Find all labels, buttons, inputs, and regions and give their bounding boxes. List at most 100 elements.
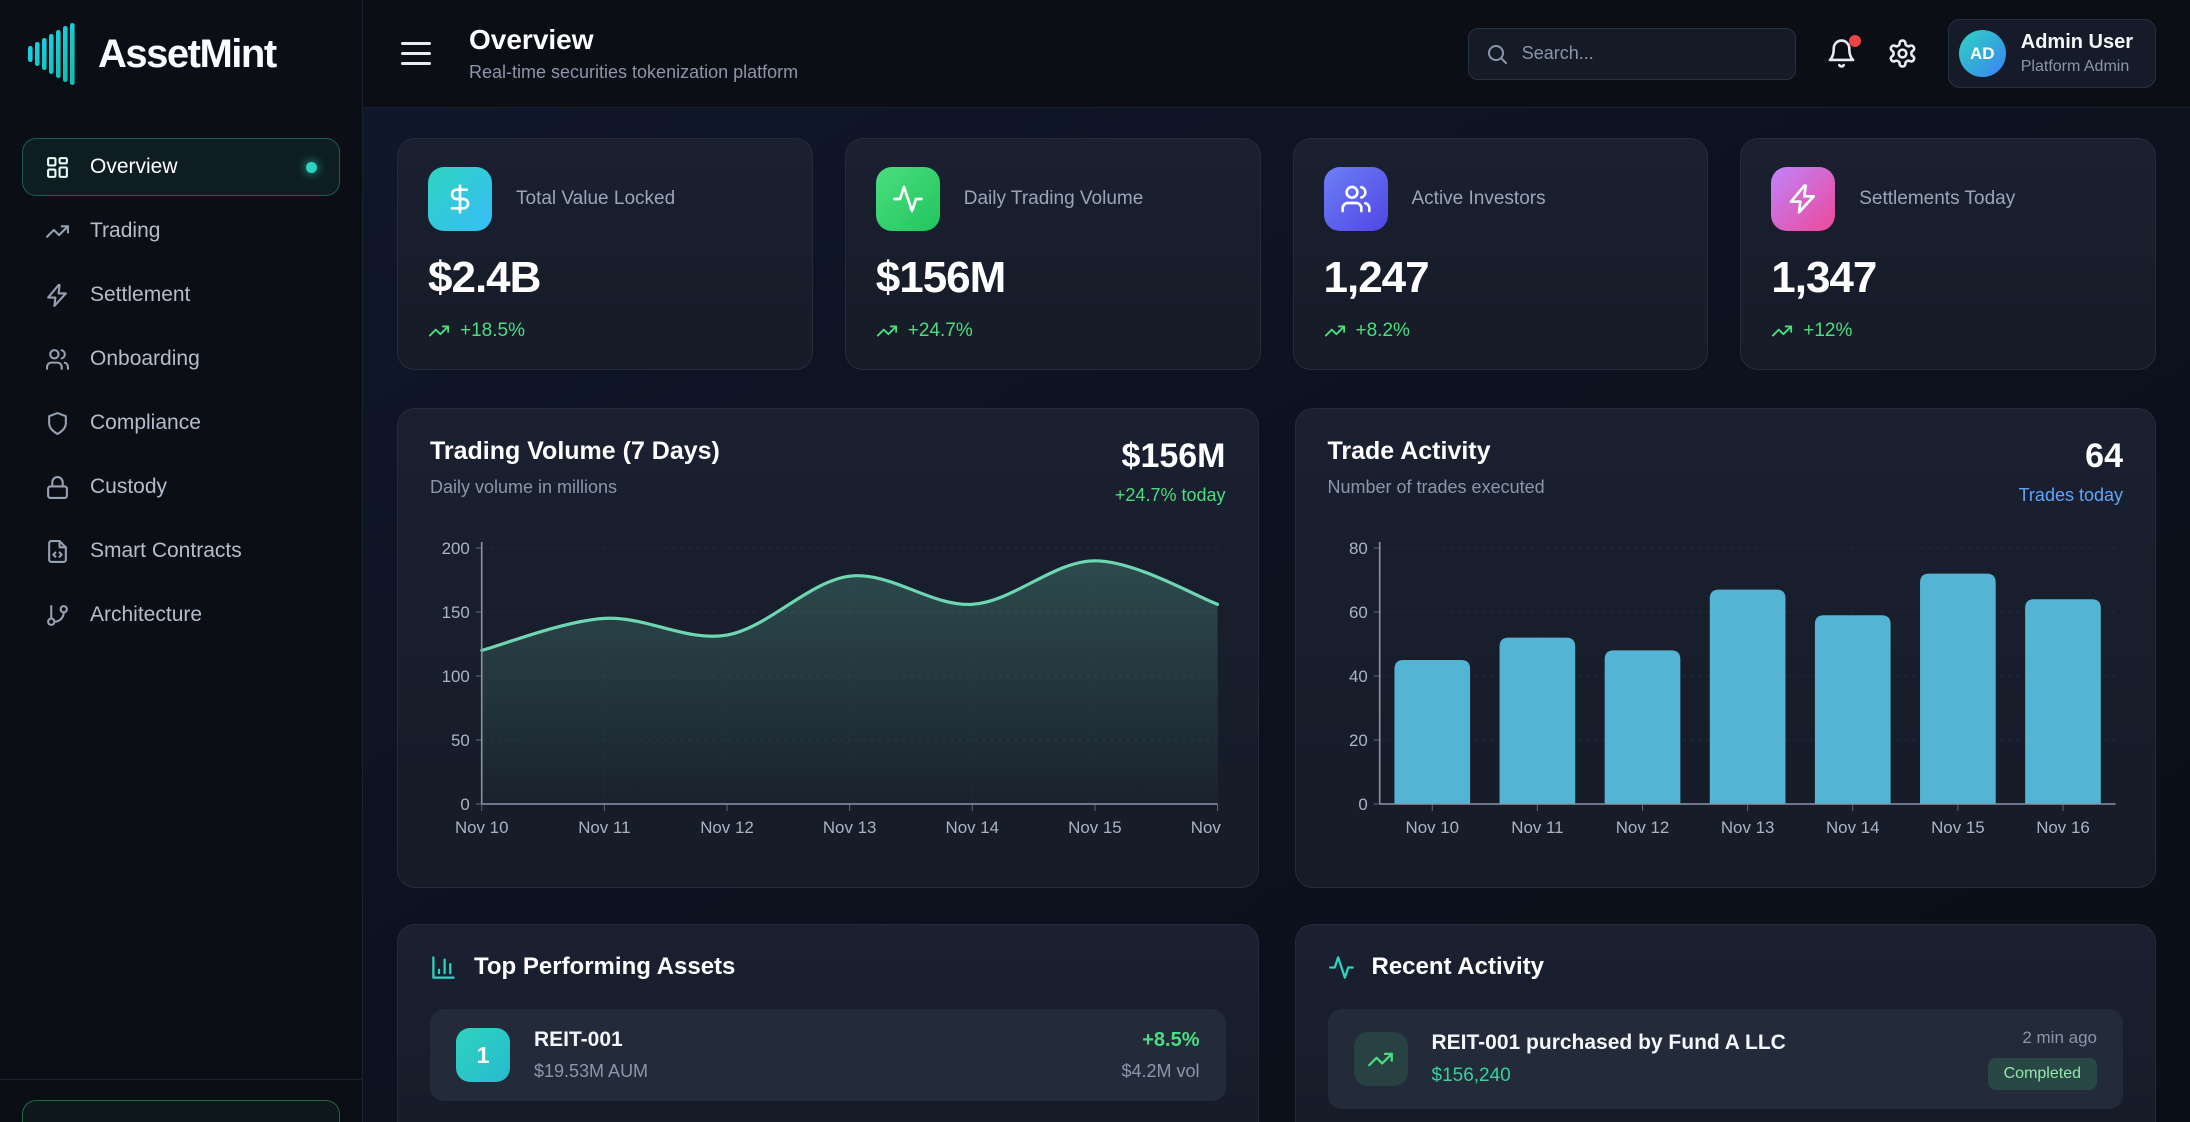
- notifications-button[interactable]: [1826, 35, 1861, 69]
- zap-icon: [47, 283, 67, 307]
- soundwave-logo-icon: [28, 23, 75, 85]
- page-subtitle: Real-time securities tokenization platfo…: [469, 62, 799, 82]
- stats-grid: Total Value Locked $2.4B +18.5%: [397, 138, 2156, 370]
- main-area: Overview Real-time securities tokenizati…: [363, 0, 2190, 1122]
- topbar: Overview Real-time securities tokenizati…: [363, 0, 2190, 108]
- git-branch-icon: [47, 604, 68, 626]
- gear-icon: [1889, 39, 1916, 68]
- svg-text:50: 50: [451, 731, 470, 750]
- charts-grid: Trading Volume (7 Days) Daily volume in …: [397, 408, 2156, 888]
- svg-text:Nov 12: Nov 12: [700, 818, 754, 837]
- chart-headline-note: Trades today: [2018, 485, 2123, 505]
- sidebar-item-label: Custody: [90, 475, 168, 498]
- hamburger-icon: [401, 42, 431, 45]
- sidebar-item-label: Settlement: [90, 283, 191, 306]
- svg-text:60: 60: [1348, 603, 1367, 622]
- svg-text:Nov 15: Nov 15: [1068, 818, 1122, 837]
- chart-headline-note: +24.7% today: [1114, 485, 1226, 505]
- file-code-icon: [48, 539, 67, 563]
- content: Total Value Locked $2.4B +18.5%: [363, 108, 2190, 1122]
- asset-aum: $19.53M AUM: [534, 1061, 649, 1081]
- lock-icon: [47, 475, 68, 499]
- svg-text:100: 100: [442, 667, 470, 686]
- user-name: Admin User: [2020, 31, 2133, 53]
- stat-card-settlements-today: Settlements Today 1,347 +12%: [1740, 138, 2156, 370]
- sidebar-item-label: Architecture: [90, 603, 203, 626]
- panel-title: Recent Activity: [1371, 953, 1545, 980]
- stat-change: +8.2%: [1324, 320, 1678, 342]
- active-dot: [306, 161, 317, 173]
- svg-text:Nov 13: Nov 13: [1720, 818, 1774, 837]
- recent-activity-panel: Recent Activity REIT-001 purchased by Fu…: [1294, 924, 2156, 1122]
- users-icon: [46, 348, 69, 370]
- sidebar-item-label: Overview: [90, 155, 178, 178]
- sidebar-item-compliance[interactable]: Compliance: [22, 394, 340, 452]
- sidebar-item-onboarding[interactable]: Onboarding: [22, 330, 340, 388]
- svg-text:Nov 11: Nov 11: [578, 818, 630, 837]
- stat-value: $156M: [875, 253, 1007, 302]
- asset-list-item[interactable]: 1 REIT-001 $19.53M AUM +8.5% $4.2M vol: [430, 1009, 1226, 1101]
- svg-text:40: 40: [1348, 667, 1367, 686]
- user-info: Admin User Platform Admin: [2021, 31, 2133, 76]
- zap-icon: [1771, 167, 1836, 231]
- sidebar-item-settlement[interactable]: Settlement: [22, 266, 340, 324]
- sidebar-item-label: Trading: [90, 219, 161, 242]
- svg-text:150: 150: [442, 603, 470, 622]
- search-input[interactable]: [1521, 43, 1779, 64]
- area-chart: 0 50 100 150 200 Nov 10 Nov 11 Nov 12 Nov 13 Nov …: [442, 539, 1226, 837]
- stat-value: $2.4B: [428, 253, 541, 302]
- bottom-grid: Top Performing Assets 1 REIT-001 $19.53M…: [397, 924, 2156, 1122]
- sidebar-item-trading[interactable]: Trading: [22, 202, 340, 260]
- page-title: Overview: [469, 24, 594, 55]
- user-menu[interactable]: AD Admin User Platform Admin: [1947, 19, 2156, 88]
- chart-title: Trade Activity: [1327, 437, 1491, 465]
- svg-text:Nov 12: Nov 12: [1615, 818, 1669, 837]
- bar-chart: 0 20 40 60 80 Nov 10 Nov 11 Nov 12 Nov 13 Nov 14 N…: [1348, 539, 2116, 837]
- search-icon: [1487, 44, 1507, 64]
- svg-text:20: 20: [1348, 731, 1367, 750]
- unread-notification-dot: [1848, 35, 1861, 47]
- avatar: AD: [1958, 30, 2006, 77]
- svg-text:Nov 16: Nov 16: [1191, 818, 1226, 837]
- svg-text:0: 0: [460, 795, 469, 814]
- svg-text:Nov 15: Nov 15: [1931, 818, 1985, 837]
- activity-icon: [1328, 955, 1354, 979]
- chart-headline-value: 64: [2085, 437, 2123, 475]
- stat-label: Settlements Today: [1859, 188, 2016, 209]
- asset-change: +8.5%: [1142, 1028, 1200, 1051]
- trending-up-icon: [876, 325, 897, 337]
- stat-label: Daily Trading Volume: [963, 188, 1144, 209]
- asset-volume: $4.2M vol: [1121, 1060, 1200, 1081]
- sidebar-item-smart-contracts[interactable]: Smart Contracts: [22, 522, 340, 580]
- trade-up-icon: [1353, 1032, 1408, 1086]
- sidebar-item-label: Compliance: [90, 411, 201, 434]
- svg-text:Nov 13: Nov 13: [823, 818, 877, 837]
- sidebar-promo-panel[interactable]: [22, 1100, 340, 1122]
- chart-title: Trading Volume (7 Days): [430, 437, 720, 465]
- topbar-actions: AD Admin User Platform Admin: [1467, 19, 2156, 88]
- stat-change: +24.7%: [876, 320, 1230, 342]
- sidebar-item-overview[interactable]: Overview: [22, 138, 340, 196]
- svg-text:Nov 11: Nov 11: [1511, 818, 1563, 837]
- stat-change: +18.5%: [428, 320, 782, 342]
- stat-card-total-value-locked: Total Value Locked $2.4B +18.5%: [397, 138, 813, 370]
- search-box[interactable]: [1467, 27, 1796, 80]
- trending-up-icon: [46, 224, 69, 238]
- svg-text:Nov 14: Nov 14: [946, 818, 1000, 837]
- svg-text:Nov 10: Nov 10: [1405, 818, 1459, 837]
- svg-text:Nov 14: Nov 14: [1825, 818, 1879, 837]
- chart-headline-value: $156M: [1121, 437, 1226, 475]
- shield-icon: [48, 411, 67, 435]
- sidebar-item-custody[interactable]: Custody: [22, 458, 340, 516]
- svg-text:Nov 16: Nov 16: [2036, 818, 2090, 837]
- dollar-icon: [428, 167, 492, 231]
- sidebar-item-architecture[interactable]: Architecture: [22, 586, 340, 644]
- trending-up-icon: [1324, 325, 1345, 337]
- activity-list-item[interactable]: REIT-001 purchased by Fund A LLC $156,24…: [1327, 1009, 2123, 1109]
- menu-toggle-button[interactable]: [397, 38, 435, 69]
- settings-button[interactable]: [1887, 38, 1918, 69]
- svg-text:80: 80: [1348, 539, 1367, 558]
- sidebar-item-label: Smart Contracts: [90, 539, 242, 562]
- trending-up-icon: [428, 325, 450, 337]
- users-icon: [1323, 167, 1388, 231]
